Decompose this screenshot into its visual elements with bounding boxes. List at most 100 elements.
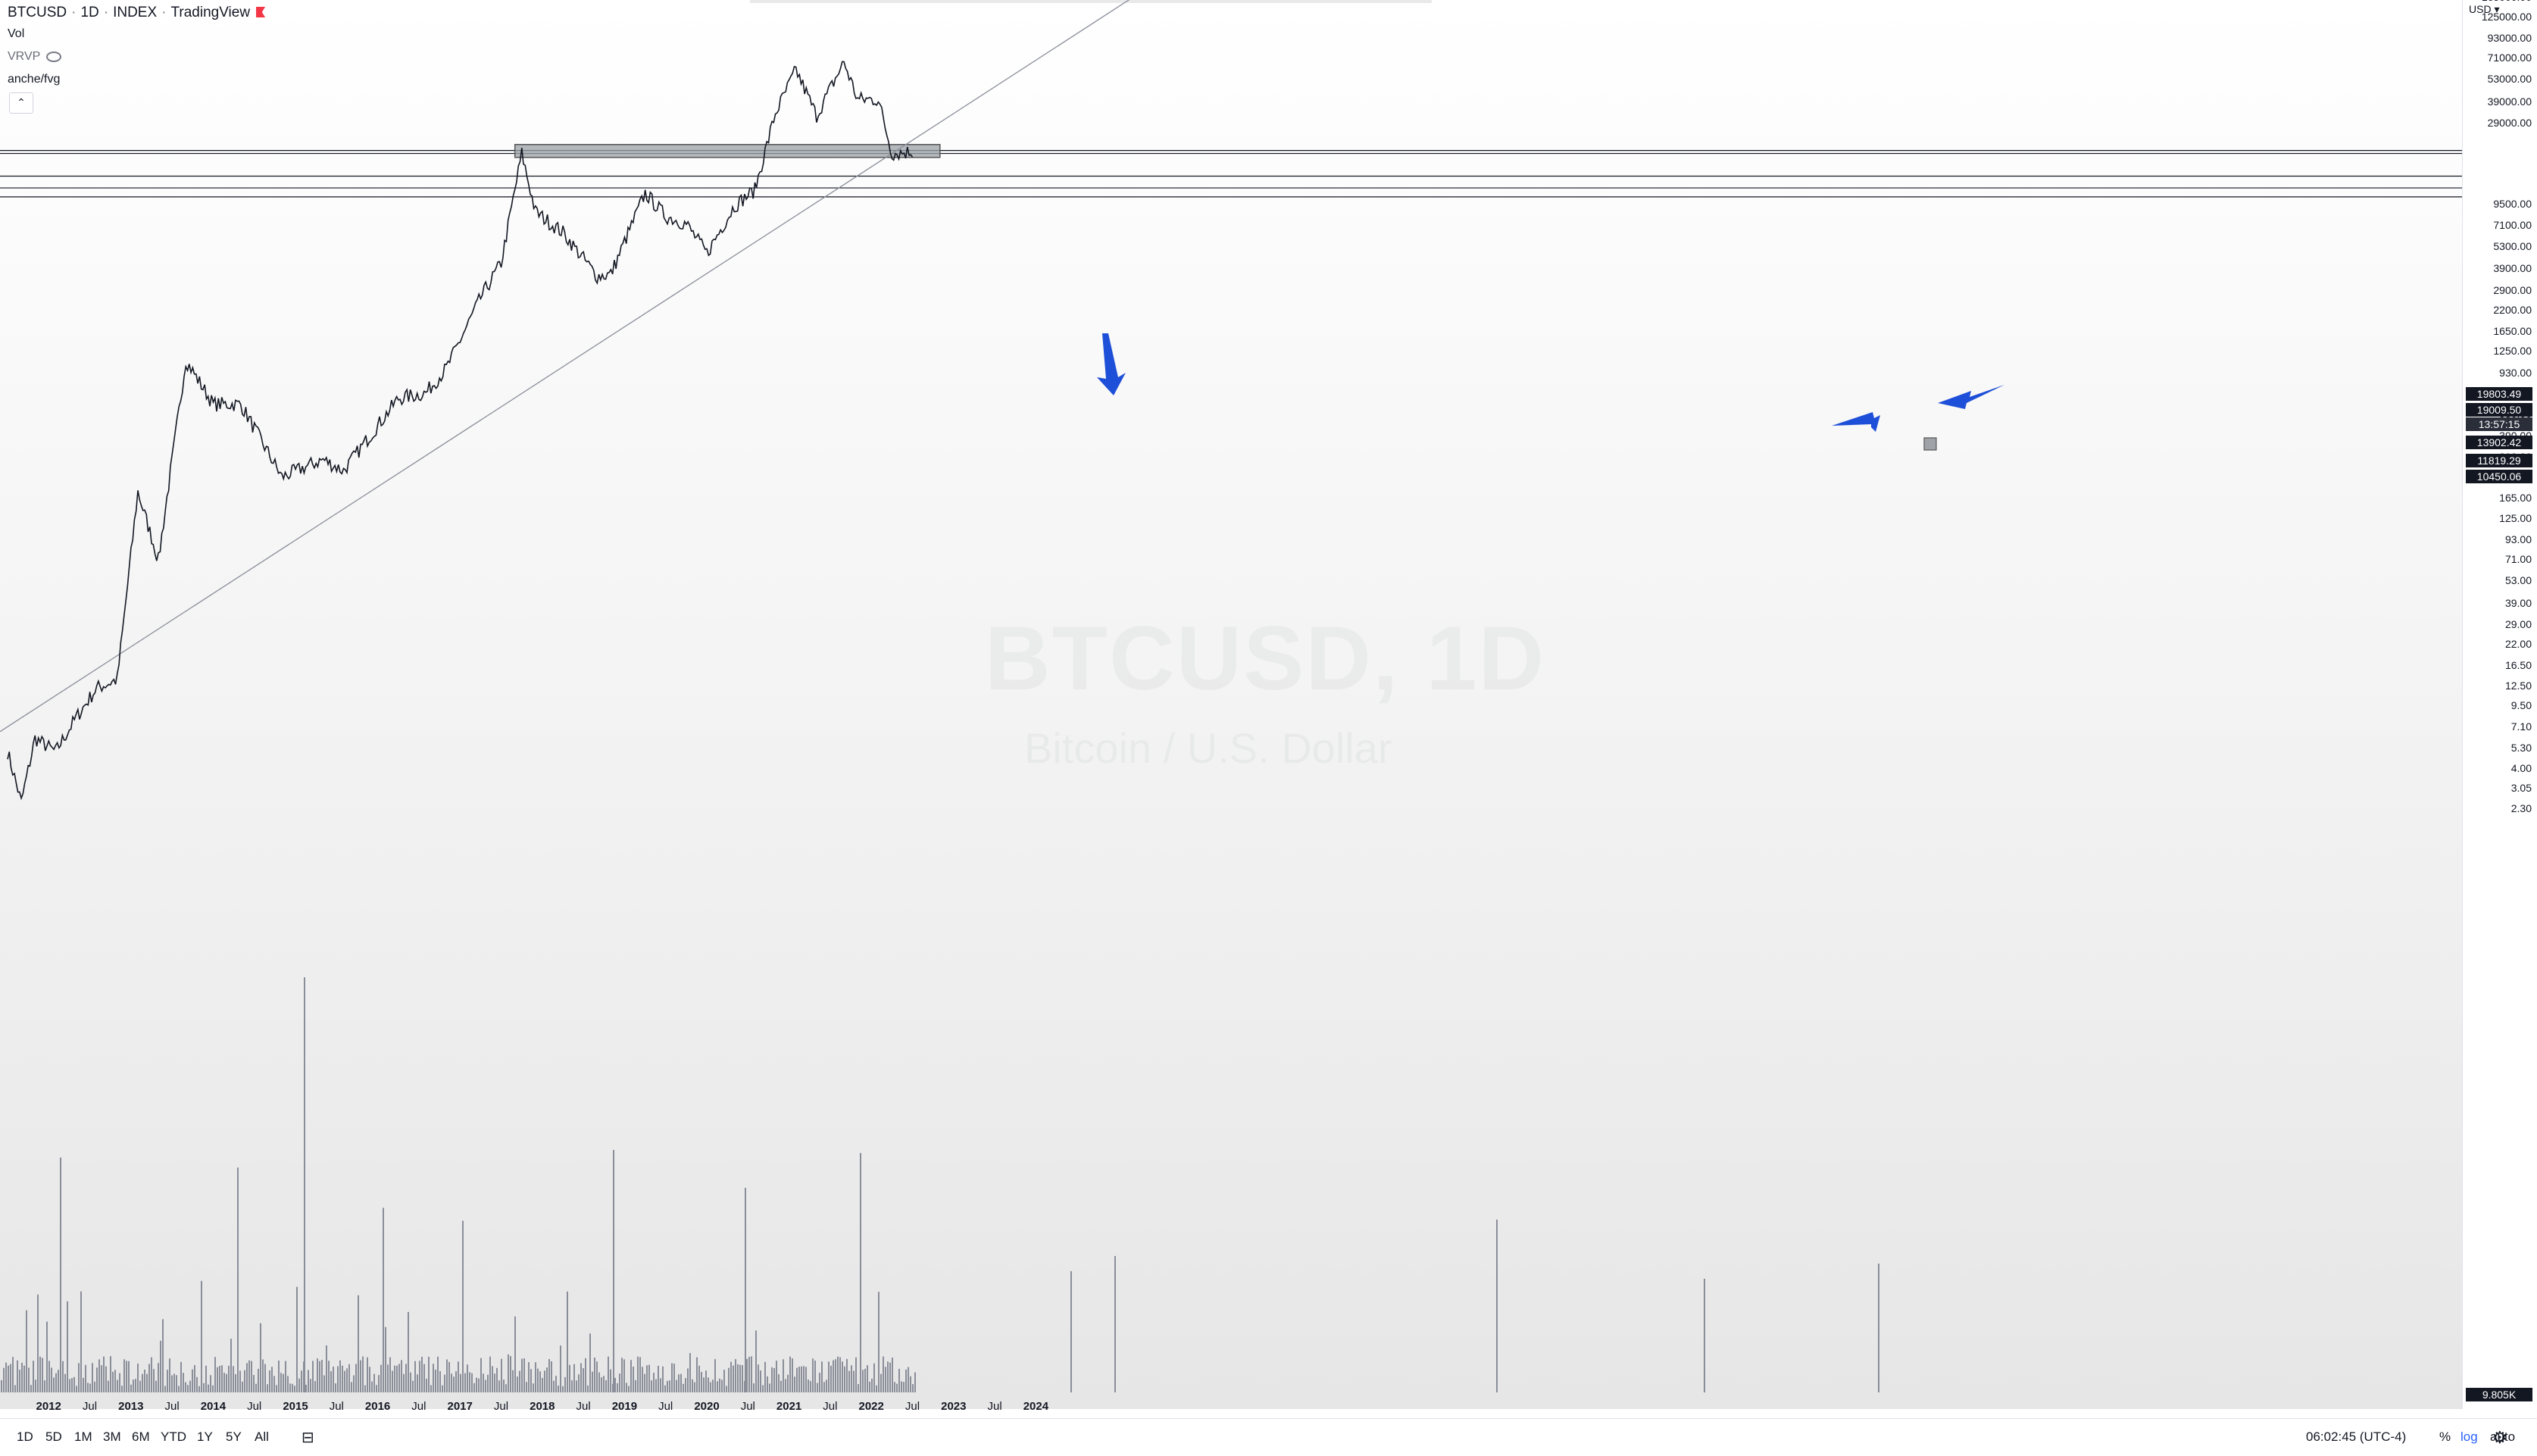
- range-button-5d[interactable]: 5D: [45, 1429, 62, 1444]
- volume-legend[interactable]: Vol: [8, 27, 25, 40]
- time-axis-label: 2014: [200, 1400, 227, 1413]
- price-scale-label: 5.30: [2510, 741, 2532, 754]
- price-scale-label: 16.50: [2504, 658, 2532, 671]
- time-axis-label: 2021: [776, 1400, 802, 1413]
- time-readout[interactable]: 06:02:45 (UTC-4): [2306, 1429, 2407, 1444]
- price-scale-label: 39.00: [2504, 596, 2532, 609]
- price-scale-label: 2.30: [2510, 801, 2532, 814]
- goto-date-icon[interactable]: ⊟: [302, 1429, 314, 1446]
- watermark-title: BTCUSD, 1D: [985, 608, 1546, 709]
- range-button-3m[interactable]: 3M: [103, 1429, 121, 1444]
- price-scale-label: 93000.00: [2487, 32, 2532, 45]
- price-scale-label: 22.00: [2504, 638, 2532, 651]
- price-tag-last: 19009.50: [2466, 403, 2532, 417]
- time-axis-label: 2017: [447, 1400, 473, 1413]
- watermark-subtitle: Bitcoin / U.S. Dollar: [1024, 724, 1392, 772]
- range-button-1d[interactable]: 1D: [17, 1429, 33, 1444]
- time-axis-label: Jul: [411, 1400, 426, 1413]
- range-button-1y[interactable]: 1Y: [197, 1429, 213, 1444]
- price-scale-label: 39000.00: [2487, 95, 2532, 108]
- time-axis-label: Jul: [82, 1400, 98, 1413]
- price-scale-label: 125.00: [2499, 511, 2532, 524]
- flag-icon[interactable]: [256, 7, 266, 17]
- time-axis-label: Jul: [247, 1400, 262, 1413]
- price-scale-label: 165000.00: [2482, 0, 2532, 3]
- top-toolbar-stub: [750, 0, 1432, 3]
- price-tag-level-3: 10450.06: [2466, 470, 2532, 483]
- exchange-label: INDEX: [113, 5, 158, 20]
- time-axis-label: 2023: [941, 1400, 967, 1413]
- price-tag-level-high: 19803.49: [2466, 387, 2532, 401]
- volume-histogram: [1, 977, 1879, 1392]
- price-scale-label: 71000.00: [2487, 52, 2532, 64]
- price-scale-label: 9500.00: [2493, 198, 2532, 210]
- time-axis-label: 2015: [283, 1400, 308, 1413]
- time-axis-label: 2016: [364, 1400, 391, 1413]
- currency-selector[interactable]: USD ▾: [2469, 3, 2500, 15]
- source-label: TradingView: [170, 5, 251, 20]
- price-scale-label: 7100.00: [2493, 218, 2532, 231]
- price-scale-label: 93.00: [2504, 533, 2532, 546]
- vrvp-legend[interactable]: VRVP: [8, 50, 62, 64]
- time-axis-label: Jul: [493, 1400, 509, 1413]
- eye-hidden-icon[interactable]: [46, 52, 62, 62]
- arrow-annotation-top: [1097, 333, 1126, 395]
- price-scale-label: 2900.00: [2493, 283, 2532, 296]
- price-scale-label: 12.50: [2504, 679, 2532, 692]
- trendline: [0, 0, 1130, 733]
- arrow-annotation-bottom: [1832, 412, 1880, 432]
- range-button-6m[interactable]: 6M: [132, 1429, 150, 1444]
- price-scale-label: 29.00: [2504, 617, 2532, 630]
- price-scale-label: 3900.00: [2493, 262, 2532, 275]
- price-scale[interactable]: USD ▾ 660000.00500000.00380000.00290000.…: [2462, 0, 2537, 1409]
- price-scale-label: 9.50: [2510, 698, 2532, 711]
- time-axis-label: 2019: [611, 1400, 638, 1413]
- auto-scale-button[interactable]: auto: [2490, 1429, 2516, 1444]
- price-scale-label: 1650.00: [2493, 324, 2532, 337]
- log-scale-button[interactable]: log: [2460, 1429, 2478, 1444]
- time-axis-label: 2024: [1023, 1400, 1049, 1413]
- time-axis-label: Jul: [740, 1400, 755, 1413]
- small-zone-marker: [1923, 437, 1937, 451]
- chart-pane[interactable]: BTCUSD, 1D Bitcoin / U.S. Dollar BTCUSD ·…: [0, 0, 2462, 1409]
- price-scale-label: 53000.00: [2487, 73, 2532, 86]
- time-axis[interactable]: 2012 Jul 2013 Jul 2014 Jul 2015 Jul 2016 Jul 2017 J…: [0, 1398, 2462, 1417]
- price-scale-label: 3.05: [2510, 781, 2532, 794]
- bottom-toolbar: 1D 5D 1M 3M 6M YTD 1Y 5Y All ⊟ 06:02:45 (UTC-4) …: [0, 1418, 2537, 1456]
- indicator-legend[interactable]: anche/fvg: [8, 73, 61, 86]
- settings-gear-icon[interactable]: ⚙: [2492, 1428, 2507, 1447]
- price-tag-level-2: 11819.29: [2466, 454, 2532, 467]
- price-scale-label: 125000.00: [2481, 11, 2532, 23]
- price-scale-label: 5300.00: [2493, 239, 2532, 252]
- time-axis-label: Jul: [905, 1400, 920, 1413]
- price-chart[interactable]: [0, 0, 2462, 1409]
- time-axis-label: 2018: [530, 1400, 555, 1413]
- range-button-all[interactable]: All: [255, 1429, 269, 1444]
- price-scale-label: 29000.00: [2487, 117, 2532, 130]
- price-scale-label: 165.00: [2499, 492, 2532, 505]
- arrow-annotation-right: [1938, 385, 2004, 409]
- percent-scale-button[interactable]: %: [2439, 1429, 2451, 1444]
- price-scale-label: 7.10: [2510, 720, 2532, 733]
- range-button-1m[interactable]: 1M: [74, 1429, 92, 1444]
- price-scale-label: 53.00: [2504, 574, 2532, 587]
- symbol-name[interactable]: BTCUSD: [8, 5, 67, 20]
- time-axis-label: Jul: [576, 1400, 591, 1413]
- time-axis-label: Jul: [823, 1400, 838, 1413]
- support-zone-rect: [514, 144, 941, 158]
- time-axis-label: Jul: [658, 1400, 673, 1413]
- volume-tag: 9.805K: [2466, 1388, 2532, 1401]
- price-scale-label: 1250.00: [2493, 345, 2532, 358]
- volume-bars: [1, 1153, 916, 1392]
- price-series-line: [7, 61, 914, 801]
- symbol-legend[interactable]: BTCUSD · 1D · INDEX · TradingView: [8, 5, 266, 21]
- time-axis-label: Jul: [329, 1400, 344, 1413]
- time-axis-label: 2022: [858, 1400, 884, 1413]
- collapse-legend-button[interactable]: ⌃: [9, 92, 33, 114]
- range-button-ytd[interactable]: YTD: [161, 1429, 186, 1444]
- countdown-tag: 13:57:15: [2466, 417, 2532, 431]
- price-scale-label: 930.00: [2499, 366, 2532, 379]
- price-scale-label: 71.00: [2504, 553, 2532, 566]
- interval-label[interactable]: 1D: [80, 5, 99, 20]
- range-button-5y[interactable]: 5Y: [226, 1429, 242, 1444]
